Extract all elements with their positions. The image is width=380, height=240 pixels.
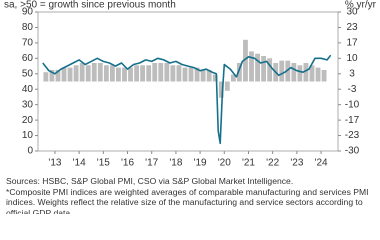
bar [182, 67, 188, 82]
y-tick-label: 80 [22, 22, 34, 33]
bar [249, 51, 254, 82]
x-tick-label: '17 [145, 158, 158, 169]
bar [146, 65, 152, 82]
y2-tick-label: 10 [346, 53, 358, 64]
plot-frame [37, 11, 339, 152]
bar [176, 65, 182, 82]
y-tick-label: 30 [22, 99, 34, 110]
y-tick-label: 50 [22, 68, 34, 79]
x-tick-label: '24 [315, 158, 328, 169]
bar [303, 62, 309, 82]
y-tick-label: 70 [22, 38, 34, 49]
bar [55, 69, 61, 82]
bar [212, 74, 218, 82]
chart: sa, >50 = growth since previous month % … [4, 0, 377, 169]
bar [164, 62, 170, 82]
y2-tick-label: 17 [346, 38, 358, 49]
bar [224, 81, 230, 91]
y2-tick-label: 3 [349, 68, 355, 79]
bar [279, 60, 285, 82]
right-axis-note: % yr/yr [345, 0, 377, 11]
bar [315, 67, 321, 82]
bar [261, 56, 267, 82]
y2-tick-label: -30 [345, 146, 360, 157]
y2-tick-label: 23 [346, 22, 358, 33]
bar [122, 67, 127, 82]
y2-tick-label: -23 [345, 130, 360, 141]
x-tick-label: '18 [169, 158, 182, 169]
pmi-line [42, 54, 332, 145]
y-tick-label: 60 [22, 53, 34, 64]
x-tick-label: '16 [121, 158, 134, 169]
y-tick-label: 0 [27, 146, 33, 157]
page: sa, >50 = growth since previous month % … [4, 0, 378, 214]
bar [85, 65, 91, 82]
bar [285, 60, 291, 82]
bar [230, 74, 236, 82]
bar [291, 62, 297, 82]
y-tick-label: 40 [22, 84, 34, 95]
x-tick-label: '22 [266, 158, 279, 169]
sources: Sources: HSBC, S&P Global PMI, CSO via S… [6, 176, 294, 186]
x-tick-label: '15 [97, 158, 110, 169]
bar [67, 67, 73, 82]
x-tick-label: '19 [194, 158, 207, 169]
y-tick-label: 90 [22, 7, 34, 18]
bar [79, 62, 85, 82]
bar [297, 65, 303, 82]
y2-tick-label: 30 [346, 7, 358, 18]
bar [321, 69, 327, 82]
bar [109, 65, 115, 82]
bar [134, 65, 140, 82]
y2-tick-label: -17 [345, 115, 360, 126]
bar [170, 65, 176, 82]
y-tick-label: 20 [22, 115, 34, 126]
bar [267, 58, 273, 82]
note: *Composite PMI indices are weighted aver… [6, 186, 369, 215]
x-tick-label: '23 [290, 158, 303, 169]
bar [128, 67, 133, 82]
y2-tick-label: -10 [345, 99, 360, 110]
bar [61, 67, 67, 82]
bar [206, 69, 212, 82]
bar [49, 69, 55, 82]
x-tick-label: '20 [218, 158, 231, 169]
x-tick-label: '14 [73, 158, 86, 169]
bar [309, 65, 315, 82]
bar [188, 67, 194, 82]
bar [200, 69, 206, 82]
x-tick-label: '13 [48, 158, 61, 169]
x-tick-label: '21 [242, 158, 255, 169]
bar [43, 72, 49, 82]
bar [218, 81, 224, 98]
bar [152, 62, 158, 82]
bar [140, 65, 146, 82]
y-tick-label: 10 [22, 130, 34, 141]
left-axis-note: sa, >50 = growth since previous month [4, 0, 176, 11]
bar [91, 62, 97, 82]
bar [158, 62, 164, 82]
bar [236, 62, 242, 82]
bar [116, 67, 121, 82]
bar [103, 65, 109, 82]
bar [243, 39, 248, 82]
y2-tick-label: -3 [348, 84, 357, 95]
bar [97, 62, 103, 82]
bar [255, 53, 260, 82]
bar [73, 65, 79, 82]
footnotes: Sources: HSBC, S&P Global PMI, CSO via S… [6, 176, 378, 214]
bar [194, 67, 200, 82]
